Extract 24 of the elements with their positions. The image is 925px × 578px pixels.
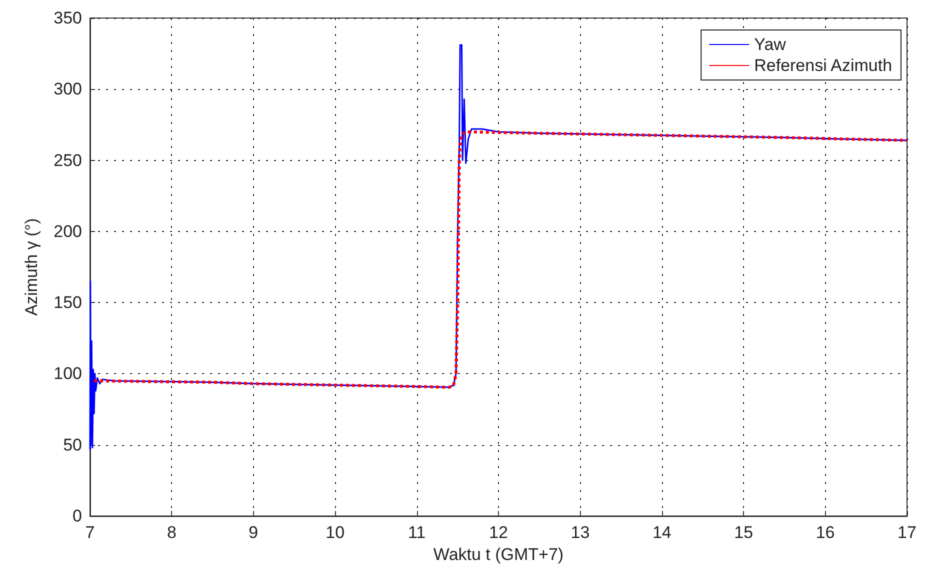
legend-label: Referensi Azimuth — [754, 56, 892, 75]
x-tick-label: 8 — [166, 523, 176, 542]
x-tick-label: 15 — [734, 523, 754, 542]
y-tick-label: 300 — [54, 80, 82, 99]
y-tick-label: 50 — [63, 435, 82, 454]
x-tick-label: 16 — [816, 523, 835, 542]
x-tick-label: 12 — [489, 523, 508, 542]
y-tick-label: 0 — [72, 506, 82, 526]
legend-label: Yaw — [754, 35, 787, 54]
x-tick-label: 11 — [408, 523, 426, 542]
y-tick-label: 350 — [54, 8, 82, 28]
y-tick-label: 250 — [54, 150, 82, 170]
x-tick-label: 9 — [248, 523, 258, 542]
y-tick-label: 150 — [54, 293, 82, 312]
x-tick-label: 14 — [652, 523, 672, 542]
x-tick-label: 10 — [326, 523, 345, 542]
y-tick-label: 200 — [54, 222, 82, 241]
x-tick-label: 13 — [570, 523, 590, 542]
x-axis-title: Waktu t (GMT+7) — [433, 545, 564, 564]
x-tick-label: 7 — [85, 523, 95, 542]
x-tick-label: 17 — [898, 523, 916, 542]
y-axis-title: Azimuth γ (°) — [22, 218, 41, 316]
y-tick-label: 100 — [54, 364, 82, 384]
line-series — [92, 130, 908, 389]
